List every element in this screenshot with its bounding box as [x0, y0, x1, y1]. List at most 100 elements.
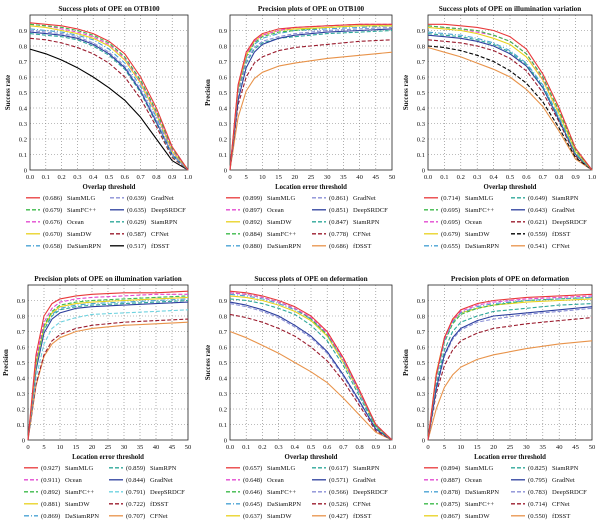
legend-label: GradNet — [150, 477, 173, 484]
legend-label: DaSiamRPN — [65, 513, 99, 520]
legend-label: DeepSRDCF — [151, 207, 186, 214]
legend-score: (0.635) — [127, 207, 146, 214]
x-tick-label: 45 — [572, 444, 579, 451]
y-tick-label: 0.2 — [219, 406, 227, 413]
legend-item: (0.637) SiamDW — [226, 513, 292, 520]
series-lines — [27, 290, 189, 441]
legend-item: (0.517) fDSST — [110, 243, 169, 250]
series-line-siamdw — [27, 296, 189, 441]
legend-score: (0.679) — [43, 207, 62, 214]
legend-label: SiamRPN — [353, 219, 380, 226]
chart-panel-6: Precision plots of OPE on deformation 0 5 1… — [403, 275, 596, 520]
y-tick-label: 0.2 — [417, 136, 425, 143]
legend-item: (0.695) SiamFC++ — [424, 207, 494, 214]
y-tick-label: 0.9 — [17, 298, 26, 305]
legend-item: (0.587) CFNet — [110, 231, 169, 238]
legend-score: (0.559) — [528, 231, 547, 238]
x-axis-label: Location error threshold — [275, 184, 347, 191]
series-line-cfnet — [427, 317, 593, 441]
series-line-siamrpn — [427, 303, 593, 441]
legend-label: SiamRPN — [151, 219, 178, 226]
legend-label: GradNet — [353, 195, 376, 202]
legend-item: (0.646) SiamFC++ — [226, 489, 296, 496]
x-tick-label: 0.4 — [489, 174, 498, 181]
series-line-ocean — [427, 295, 593, 441]
legend-label: DaSiamRPN — [267, 243, 301, 250]
legend-score: (0.670) — [43, 231, 62, 238]
x-tick-label: 25 — [105, 444, 112, 451]
legend-item: (0.778) CFNet — [312, 231, 371, 238]
series-line-siamfc- — [427, 25, 593, 171]
legend-label: SiamDW — [67, 231, 92, 238]
legend-item: (0.881) SiamDW — [24, 501, 90, 508]
legend-score: (0.655) — [441, 243, 460, 250]
y-tick-label: 0.9 — [417, 28, 426, 35]
legend-label: CFNet — [353, 231, 371, 238]
legend-label: Ocean — [67, 219, 85, 226]
legend-score: (0.878) — [441, 489, 460, 496]
legend-score: (0.897) — [243, 207, 262, 214]
x-tick-label: 0.2 — [457, 174, 465, 181]
y-tick-label: 0 — [224, 437, 228, 444]
y-tick-label: 0.1 — [19, 152, 27, 159]
x-tick-label: 0.3 — [73, 174, 82, 181]
y-axis-label: Success rate — [205, 345, 212, 380]
legend-label: SiamDW — [267, 219, 292, 226]
y-tick-label: 0.8 — [17, 313, 26, 320]
legend-item: (0.695) Ocean — [424, 219, 483, 226]
legend-item: (0.875) SiamFC++ — [424, 501, 494, 508]
legend-score: (0.778) — [329, 231, 348, 238]
x-tick-label: 0.5 — [506, 174, 515, 181]
x-tick-label: 0.6 — [522, 174, 531, 181]
series-lines — [29, 22, 189, 171]
plot-area-frame — [229, 284, 393, 441]
legend-item: (0.621) DeepSRDCF — [511, 219, 587, 226]
y-tick-label: 0.9 — [219, 28, 228, 35]
x-tick-label: 15 — [275, 174, 282, 181]
legend-score: (0.617) — [329, 465, 348, 472]
legend-label: SiamFC++ — [465, 207, 494, 214]
legend-item: (0.617) SiamRPN — [312, 465, 380, 472]
x-tick-label: 0.2 — [258, 444, 266, 451]
y-tick-label: 0.6 — [417, 344, 426, 351]
legend-score: (0.892) — [243, 219, 262, 226]
y-tick-label: 0.3 — [219, 391, 228, 398]
y-tick-label: 0.3 — [417, 391, 426, 398]
y-tick-label: 0.7 — [417, 59, 426, 66]
legend-label: SiamDW — [267, 513, 292, 520]
legend-score: (0.875) — [441, 501, 460, 508]
legend-item: (0.880) DaSiamRPN — [226, 243, 301, 250]
legend-label: DeepSRDCF — [552, 219, 587, 226]
series-lines — [229, 290, 393, 441]
legend-item: (0.911) Ocean — [24, 477, 83, 484]
legend-item: (0.643) GradNet — [511, 207, 575, 214]
legend-score: (0.658) — [43, 243, 62, 250]
y-tick-label: 0.6 — [417, 74, 426, 81]
legend-label: fDSST — [353, 513, 371, 520]
legend-item: (0.894) SiamMLG — [424, 465, 493, 472]
chart-legend: (0.714) SiamMLG (0.695) SiamFC++ (0.695) Ocea… — [424, 195, 587, 250]
legend-score: (0.676) — [43, 219, 62, 226]
legend-score: (0.639) — [127, 195, 146, 202]
x-tick-label: 0.4 — [291, 444, 300, 451]
x-tick-label: 1.0 — [588, 174, 597, 181]
y-axis-label: Precision — [3, 349, 10, 376]
legend-score: (0.869) — [41, 513, 60, 520]
legend-item: (0.867) SiamDW — [424, 513, 490, 520]
x-tick-label: 50 — [185, 444, 192, 451]
y-tick-label: 0 — [422, 167, 426, 174]
legend-score: (0.695) — [441, 219, 460, 226]
legend-score: (0.795) — [528, 477, 547, 484]
x-tick-label: 0.5 — [105, 174, 114, 181]
legend-score: (0.571) — [329, 477, 348, 484]
chart-panel-3: Success plots of OPE on illumination var… — [403, 5, 597, 250]
legend-label: CFNet — [552, 243, 570, 250]
legend-score: (0.646) — [243, 489, 262, 496]
legend-item: (0.571) GradNet — [312, 477, 376, 484]
x-tick-label: 25 — [308, 174, 315, 181]
y-tick-label: 0.4 — [417, 375, 426, 382]
y-tick-label: 0.9 — [19, 28, 28, 35]
x-tick-label: 0 — [228, 174, 232, 181]
legend-label: SiamRPN — [353, 465, 380, 472]
